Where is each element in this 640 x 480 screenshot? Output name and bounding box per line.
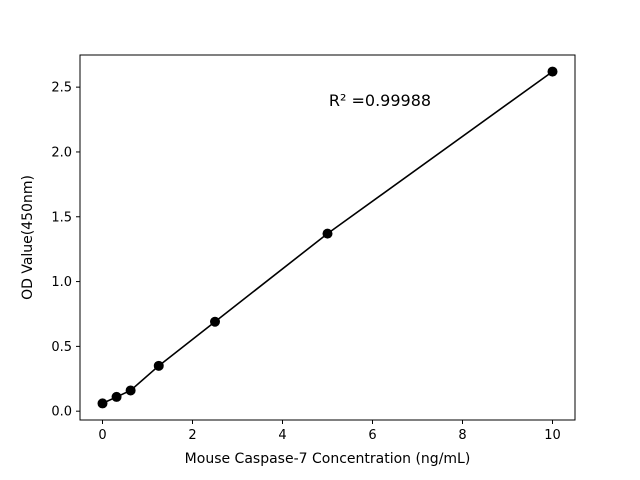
data-point (210, 316, 220, 327)
x-tick-label: 6 (368, 428, 376, 443)
r-squared-annotation: R² =0.99988 (329, 91, 431, 110)
data-point (547, 66, 558, 77)
y-tick-label: 2.0 (51, 145, 72, 160)
x-tick-label: 2 (188, 428, 196, 443)
data-point (97, 398, 108, 409)
data-point (111, 391, 122, 402)
y-tick-label: 0.5 (51, 340, 72, 355)
y-tick-label: 1.0 (51, 275, 72, 290)
x-axis-label: Mouse Caspase-7 Concentration (ng/mL) (185, 451, 471, 467)
y-axis-label: OD Value(450nm) (20, 175, 36, 300)
y-tick-label: 2.5 (51, 81, 72, 96)
y-tick-label: 0.0 (51, 405, 72, 420)
x-tick-label: 8 (458, 428, 466, 443)
data-point (125, 385, 136, 396)
y-tick-label: 1.5 (51, 210, 72, 225)
x-tick-label: 4 (278, 428, 286, 443)
data-point (153, 360, 164, 371)
x-tick-label: 10 (544, 428, 561, 443)
data-point (322, 228, 333, 239)
x-tick-label: 0 (98, 428, 106, 443)
